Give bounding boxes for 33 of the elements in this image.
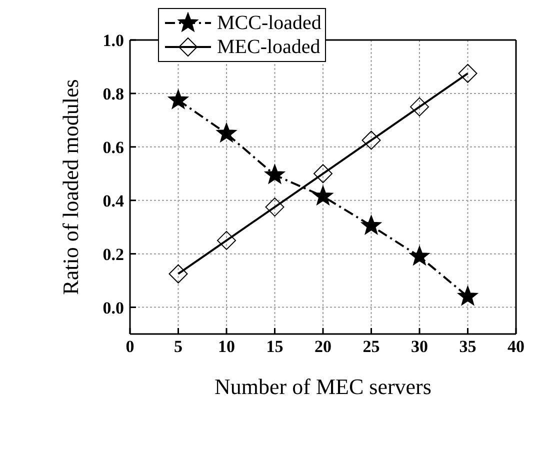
x-axis-title: Number of MEC servers [214,374,432,399]
y-tick-label: 0.6 [102,138,124,157]
point [264,164,285,184]
point [361,215,382,234]
point [362,130,381,150]
x-tick-label: 30 [411,337,428,356]
x-tick-label: 35 [459,337,476,356]
legend-label: MCC-loaded [217,11,322,35]
y-tick-label: 0.2 [102,244,124,264]
point [216,123,237,142]
x-tick-label: 10 [218,337,235,356]
x-tick-label: 5 [174,337,182,356]
x-tick-label: 20 [314,337,332,356]
point [312,186,334,205]
x-tick-label: 0 [126,337,134,356]
x-tick-label: 25 [362,337,380,356]
point [217,230,236,250]
point [458,64,478,83]
point [265,198,284,217]
y-tick-label: 0.0 [102,298,124,318]
y-tick-label: 1.0 [102,31,124,50]
x-tick-label: 40 [508,337,524,356]
point [314,164,332,184]
legend-label: MEC-loaded [217,35,320,59]
point [410,97,429,116]
x-tick-label: 15 [266,337,284,356]
point [458,286,478,306]
y-axis-title: Ratio of loaded modules [58,79,83,295]
point [409,246,430,266]
y-tick-label: 0.8 [102,84,124,104]
point [168,90,188,109]
y-tick-label: 0.4 [102,191,124,210]
point [168,264,188,284]
